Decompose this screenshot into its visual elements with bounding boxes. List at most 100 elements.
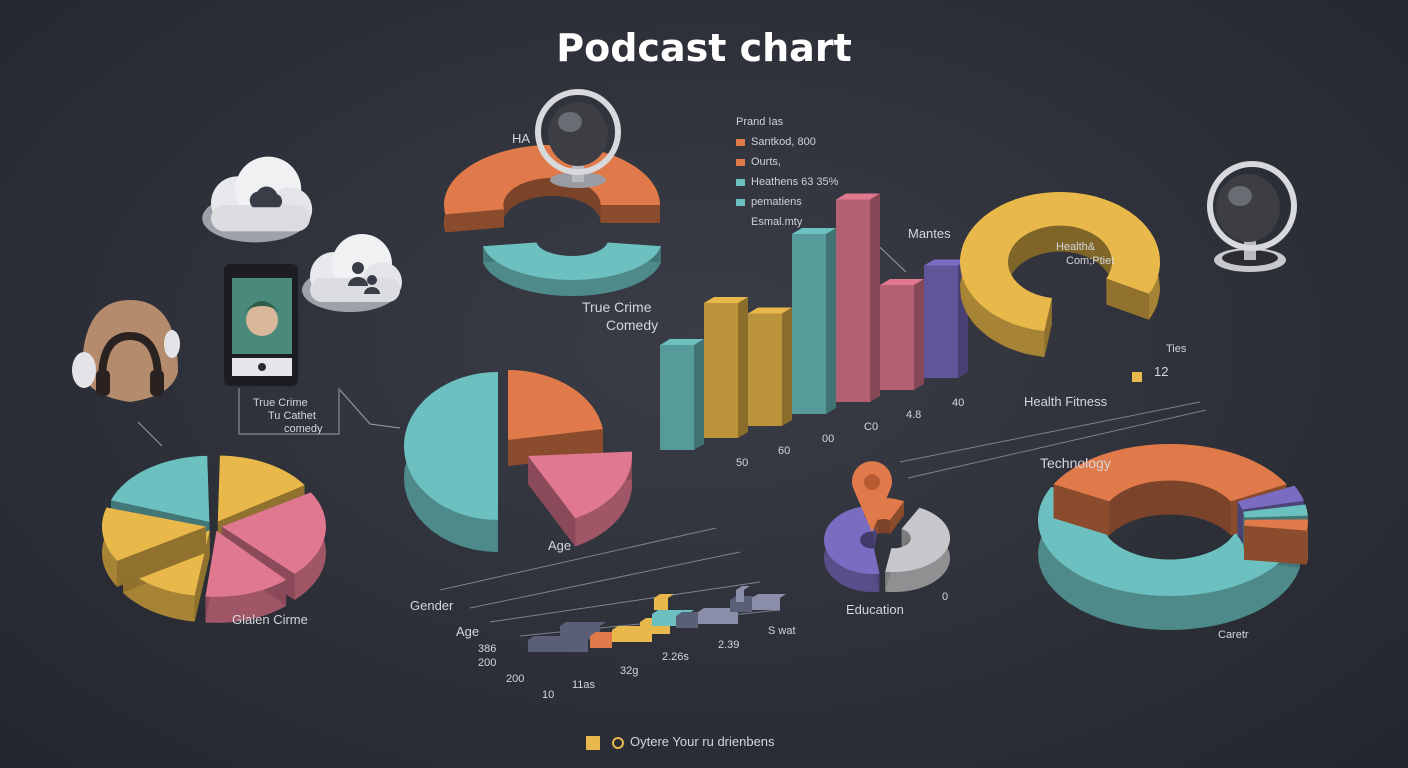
legend-label: Heathens 63 35% [751, 176, 839, 188]
right-yellow-arc [960, 192, 1161, 358]
timeline-bar-face [654, 598, 668, 610]
mic-highlight [558, 112, 582, 132]
bar [836, 193, 880, 402]
bar [792, 228, 836, 414]
connector-line [137, 421, 163, 447]
mic-highlight [1228, 186, 1252, 206]
phone-user-glyph [258, 363, 266, 371]
career-donut-slice-top [1243, 504, 1308, 518]
timeline-bar-face [736, 590, 744, 602]
headphone-cup [96, 370, 110, 396]
left-pie-slice-top [102, 507, 207, 561]
timeline-x-label: 2.26s [662, 651, 689, 663]
timeline-bar-top [590, 632, 618, 636]
timeline-bar-face [676, 616, 698, 628]
legend-label: Esmal.mty [751, 216, 803, 228]
timeline-bar [528, 636, 594, 652]
right-yellow-arc-wall [1106, 278, 1150, 320]
phone-avatar-hair [244, 301, 280, 314]
bar-top [792, 228, 836, 234]
center-pie-pink-side [575, 451, 632, 547]
bar-front [792, 234, 826, 414]
timeline-y-label: 200 [478, 657, 497, 669]
top-pie-orange-wall [445, 209, 504, 233]
timeline-x-label: 10 [542, 689, 555, 701]
label-health-comp-2: Com;Ptiet [1066, 255, 1115, 267]
legend: Prand Ias Santkod, 800 Ourts, Heathens 6… [736, 112, 906, 232]
ear-cup [72, 352, 96, 388]
bar-top [880, 279, 924, 285]
left-pie-slice [102, 507, 207, 587]
legend-swatch [736, 198, 745, 206]
timeline-bar-face [698, 612, 738, 624]
callout-frame [238, 388, 340, 435]
career-donut-slice-side [1038, 486, 1300, 630]
top-pie-orange-wall [600, 205, 660, 223]
legend-label: pematiens [751, 196, 802, 208]
legend-swatch [736, 219, 745, 226]
timeline-y-label: 200 [506, 673, 525, 685]
top-pie-teal [483, 242, 661, 296]
bar-top [924, 259, 968, 266]
center-pie-orange-top [508, 370, 603, 440]
bar-front [880, 285, 914, 390]
bar-front [836, 199, 870, 402]
footer-legend: Oytere Your ru drienbens [586, 734, 775, 750]
bar-tick: 00 [822, 433, 835, 445]
callout-line-3: comedy [284, 423, 323, 435]
label-ha: HA [512, 131, 531, 146]
bar-tick: 60 [778, 445, 791, 457]
label-health-fitness: Health Fitness [1024, 394, 1108, 409]
cloud-glyph [249, 186, 283, 208]
label-gender: Gender [410, 598, 454, 613]
left-pie-slice [205, 530, 287, 623]
left-pie-slice-top [217, 455, 305, 522]
timeline-bar [736, 586, 750, 602]
label-ties: Ties [1166, 343, 1187, 355]
timeline-bar [676, 612, 704, 628]
top-pie-teal-side [483, 246, 661, 296]
bar-top [748, 307, 792, 314]
label-true-crime: True Crime [582, 299, 652, 315]
person-body [364, 287, 380, 294]
cloud-icon [202, 156, 313, 243]
bar-front [660, 345, 694, 450]
bar [880, 279, 924, 390]
bar [704, 297, 748, 438]
guide-line [439, 527, 717, 591]
location-pin-icon [852, 461, 893, 532]
timeline-bar-top [752, 594, 786, 598]
center-pie-pink-wall [528, 456, 576, 547]
education-grey [885, 507, 951, 593]
bar-top [704, 297, 748, 303]
legend-item: pematiens [736, 192, 906, 212]
bar-tick: 50 [736, 457, 749, 469]
center-pie-orange [508, 370, 603, 466]
legend-swatch [736, 138, 745, 146]
center-pie-pink [528, 451, 632, 547]
top-pie-teal-top [483, 242, 661, 280]
bar [660, 339, 704, 450]
bar-front [924, 265, 958, 378]
person-head [352, 262, 364, 274]
label-education-value: 0 [942, 591, 949, 603]
label-technology: Technology [1040, 455, 1111, 471]
timeline-bar [590, 632, 618, 648]
bar-top [836, 193, 880, 200]
pin-hole [864, 474, 880, 490]
bar-side [914, 279, 924, 390]
person-head [367, 275, 377, 285]
label-health-comp-1: Health& [1056, 241, 1096, 253]
phone-icon [224, 264, 298, 386]
mic-ring [535, 89, 621, 175]
right-yellow-arc-top [960, 192, 1161, 332]
bar-front [748, 313, 782, 426]
career-donut-slice-wall [1243, 525, 1307, 565]
legend-item: Santkod, 800 [736, 132, 906, 152]
timeline-y-label: 386 [478, 643, 497, 655]
microphone-icon [535, 89, 621, 188]
education-grey-top [885, 507, 951, 573]
legend-swatch [736, 178, 745, 186]
timeline-x-label: 32g [620, 665, 639, 677]
